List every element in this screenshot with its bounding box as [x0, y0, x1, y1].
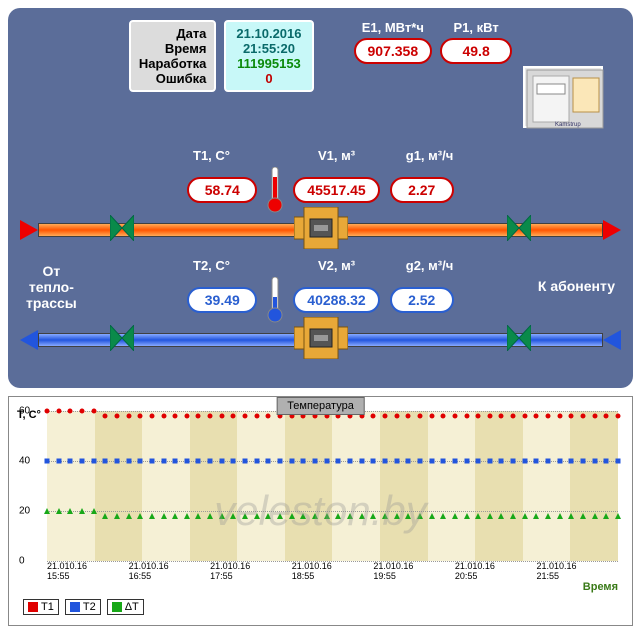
e1-label: E1, МВт*ч [354, 20, 433, 35]
x-axis-title: Время [13, 581, 618, 593]
g1-label: g1, м³/ч [395, 148, 465, 163]
time-value: 21:55:20 [236, 41, 301, 56]
arrow-left-icon [20, 330, 38, 350]
t2-label: T2, C° [177, 258, 247, 273]
g2-value: 2.52 [390, 287, 454, 313]
valve-icon [110, 215, 134, 241]
chart-title: Температура [276, 397, 365, 415]
arrow-right-icon [20, 220, 38, 240]
chart-legend: T1T2ΔT [23, 599, 618, 615]
return-pipe [20, 331, 621, 349]
g2-label: g2, м³/ч [395, 258, 465, 273]
valve-icon [507, 215, 531, 241]
scada-panel: Дата Время Наработка Ошибка 21.10.2016 2… [8, 8, 633, 388]
p1-label: P1, кВт [440, 20, 512, 35]
chart-plot-area: T, C° 0204060 [47, 411, 618, 561]
error-value: 0 [236, 71, 301, 86]
v1-value: 45517.45 [293, 177, 379, 203]
supply-section: T1, C° V1, м³ g1, м³/ч 58.74 45517.45 2.… [20, 148, 621, 239]
error-label: Ошибка [139, 71, 207, 86]
flow-meter-icon [294, 317, 348, 359]
valve-icon [507, 325, 531, 351]
return-section: T2, C° V2, м³ g2, м³/ч 39.49 40288.32 2.… [20, 258, 621, 349]
date-value: 21.10.2016 [236, 26, 301, 41]
temperature-chart: Температура T, C° 0204060 21.010.16 15:5… [8, 396, 633, 626]
t2-value: 39.49 [187, 287, 257, 313]
v2-label: V2, м³ [295, 258, 379, 273]
v1-label: V1, м³ [295, 148, 379, 163]
date-label: Дата [139, 26, 207, 41]
t1-value: 58.74 [187, 177, 257, 203]
thermometer-icon [267, 277, 283, 323]
e1-value: 907.358 [354, 38, 433, 64]
header-labels: Дата Время Наработка Ошибка [129, 20, 217, 92]
svg-text:Kamstrup: Kamstrup [555, 122, 581, 128]
thermometer-icon [267, 167, 283, 213]
arrow-right-icon [603, 220, 621, 240]
t1-label: T1, C° [177, 148, 247, 163]
valve-icon [110, 325, 134, 351]
uptime-value: 111995153 [236, 56, 301, 71]
header-values: 21.10.2016 21:55:20 111995153 0 [224, 20, 313, 92]
g1-value: 2.27 [390, 177, 454, 203]
device-image: Kamstrup [523, 66, 603, 128]
uptime-label: Наработка [139, 56, 207, 71]
v2-value: 40288.32 [293, 287, 379, 313]
x-axis: 21.010.16 15:5521.010.16 16:5521.010.16 … [47, 561, 618, 581]
flow-meter-icon [294, 207, 348, 249]
arrow-left-icon [603, 330, 621, 350]
supply-pipe [20, 221, 621, 239]
time-label: Время [139, 41, 207, 56]
p1-value: 49.8 [440, 38, 512, 64]
